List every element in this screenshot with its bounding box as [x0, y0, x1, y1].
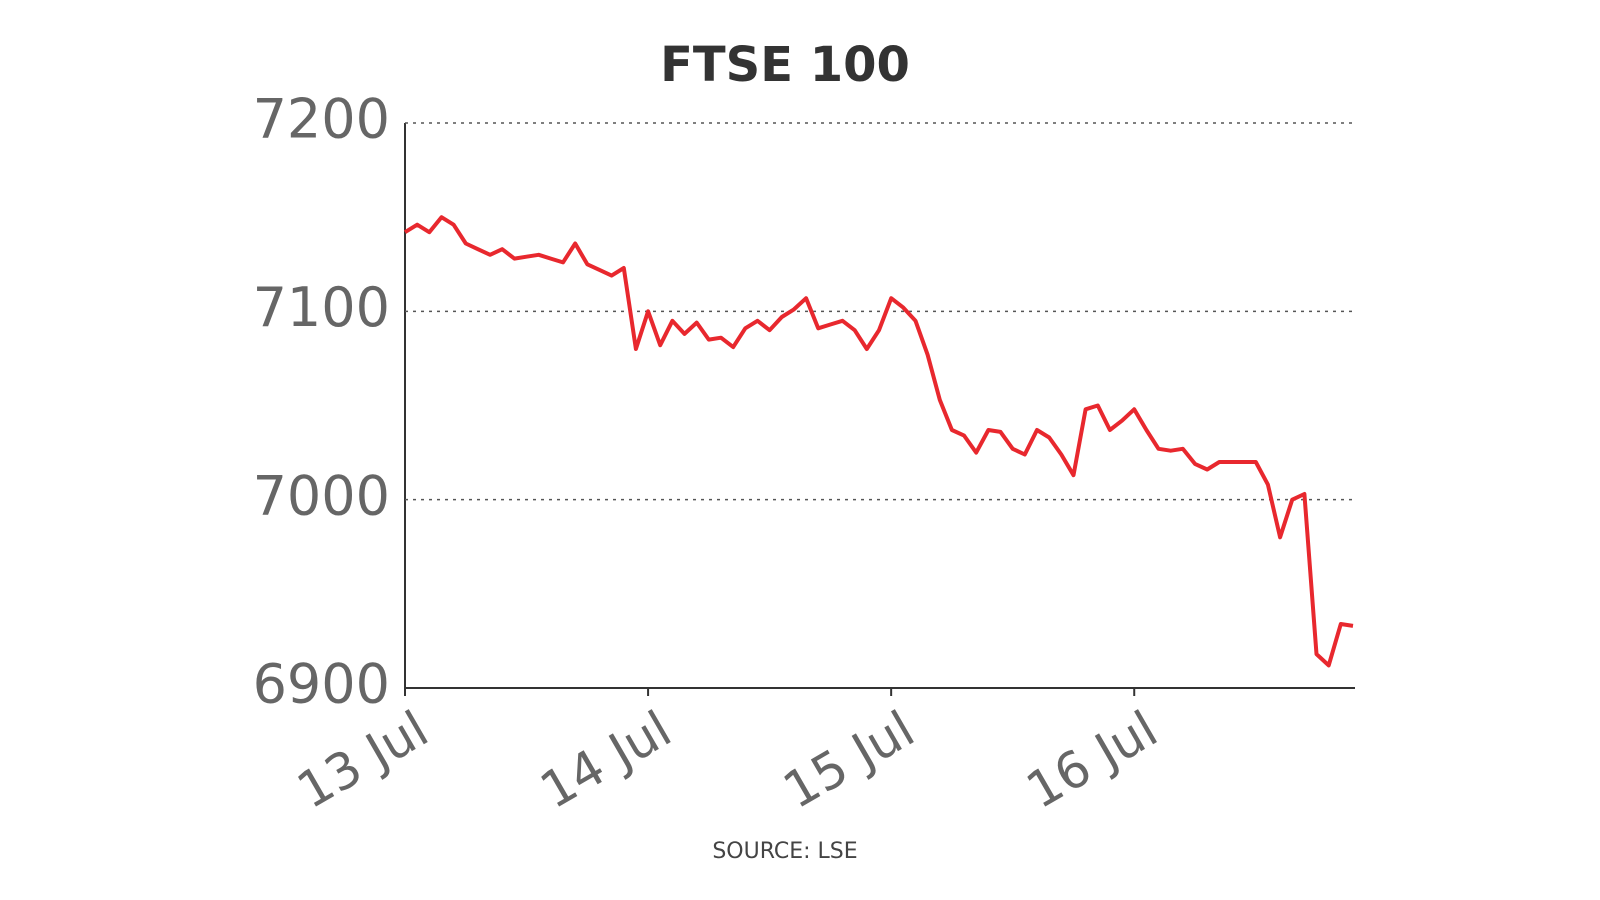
source-note: SOURCE: LSE: [712, 839, 857, 864]
x-tick-label: 16 Jul: [1017, 700, 1167, 820]
y-tick-label: 7200: [253, 88, 390, 151]
x-tick-label: 15 Jul: [774, 700, 924, 820]
x-tick-label: 13 Jul: [288, 700, 438, 820]
y-tick-label: 7000: [253, 464, 390, 527]
y-tick-label: 6900: [253, 653, 390, 716]
chart-title: FTSE 100: [660, 37, 910, 93]
y-tick-label: 7100: [253, 276, 390, 339]
x-tick-label: 14 Jul: [531, 700, 681, 820]
data-line: [403, 215, 1354, 668]
